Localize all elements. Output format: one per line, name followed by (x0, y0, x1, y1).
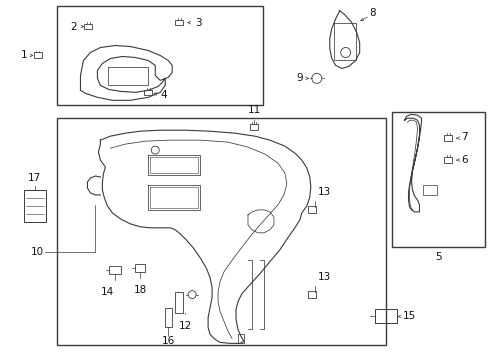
Bar (109, 266, 121, 274)
Text: 16: 16 (161, 336, 175, 346)
Text: 11: 11 (247, 105, 260, 115)
Text: 8: 8 (369, 8, 375, 18)
Bar (84, 24, 92, 29)
Bar (175, 20, 183, 25)
Bar (423, 185, 437, 195)
Bar (307, 291, 315, 298)
Text: 15: 15 (402, 311, 415, 321)
Text: 4: 4 (160, 90, 166, 100)
Bar (391, 112, 484, 247)
Text: 1: 1 (21, 50, 27, 60)
Text: 18: 18 (133, 285, 146, 294)
Bar (165, 307, 172, 328)
Text: 13: 13 (317, 187, 330, 197)
Text: 9: 9 (296, 73, 302, 84)
Text: 6: 6 (461, 155, 467, 165)
Bar (57, 118, 385, 345)
Bar (444, 157, 451, 163)
Bar (135, 264, 145, 272)
Text: 12: 12 (178, 321, 191, 332)
Text: 17: 17 (28, 173, 41, 183)
Bar (249, 124, 258, 130)
Text: 13: 13 (317, 271, 330, 282)
Bar (444, 135, 451, 141)
Bar (374, 310, 396, 323)
Bar (34, 53, 41, 58)
Bar (144, 90, 152, 95)
Bar (175, 292, 183, 314)
Text: 3: 3 (195, 18, 202, 28)
Bar (57, 6, 263, 105)
Text: 2: 2 (70, 22, 76, 32)
Text: 10: 10 (30, 247, 43, 257)
Text: 7: 7 (461, 132, 467, 142)
Text: 14: 14 (101, 287, 114, 297)
Text: 5: 5 (434, 252, 441, 262)
Bar (307, 206, 315, 213)
Bar (23, 190, 45, 222)
